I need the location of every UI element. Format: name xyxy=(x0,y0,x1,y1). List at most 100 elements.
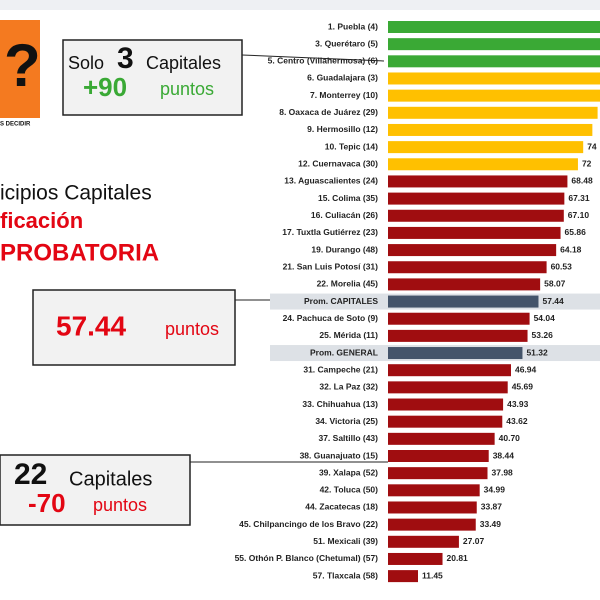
value-label: 33.87 xyxy=(481,502,503,512)
category-label: 19. Durango (48) xyxy=(311,244,378,254)
category-label: 12. Cuernavaca (30) xyxy=(298,159,378,169)
bar xyxy=(388,432,495,445)
category-label: 24. Pachuca de Soto (9) xyxy=(283,313,379,323)
category-label: 45. Chilpancingo de los Bravo (22) xyxy=(239,519,378,529)
bar xyxy=(388,226,561,239)
bar xyxy=(388,501,477,514)
bar xyxy=(388,364,511,377)
bar xyxy=(388,570,418,583)
category-label: 16. Culiacán (26) xyxy=(311,210,378,220)
bar xyxy=(388,175,568,188)
category-label: 10. Tepic (14) xyxy=(325,141,378,151)
bar xyxy=(388,278,541,291)
bar xyxy=(388,381,508,394)
category-label: 51. Mexicali (39) xyxy=(313,536,378,546)
bar xyxy=(388,467,488,480)
value-label: 40.70 xyxy=(499,433,521,443)
value-label: 33.49 xyxy=(480,519,502,529)
value-label: 34.99 xyxy=(484,485,506,495)
value-label: 45.69 xyxy=(512,382,534,392)
bar xyxy=(388,209,564,222)
category-label: 6. Guadalajara (3) xyxy=(307,73,378,83)
category-label: 37. Saltillo (43) xyxy=(318,433,378,443)
value-label: 74 xyxy=(587,141,597,151)
bar-chart: 1. Puebla (4) 3. Querétaro (5) 5. Centro (… xyxy=(235,21,600,583)
category-label: 7. Monterrey (10) xyxy=(310,90,378,100)
value-label: 60.53 xyxy=(551,261,573,271)
category-label: 42. Toluca (50) xyxy=(320,485,379,495)
category-label: 39. Xalapa (52) xyxy=(319,467,378,477)
bar xyxy=(388,312,530,325)
category-label: 33. Chihuahua (13) xyxy=(302,399,378,409)
bar xyxy=(388,192,565,205)
value-label: 38.44 xyxy=(493,450,515,460)
value-label: 67.10 xyxy=(568,210,590,220)
bar xyxy=(388,484,480,497)
bar xyxy=(388,398,504,411)
value-label: 43.62 xyxy=(506,416,528,426)
bar xyxy=(388,89,600,102)
top-strip xyxy=(0,0,600,10)
callout-number: 22 xyxy=(14,458,47,491)
callout-text: Capitales xyxy=(69,468,152,490)
callout-text: Capitales xyxy=(146,53,221,73)
value-label: 68.48 xyxy=(571,176,593,186)
value-label: 64.18 xyxy=(560,244,582,254)
bar xyxy=(388,38,600,51)
value-label: 67.31 xyxy=(568,193,590,203)
bar xyxy=(388,72,600,85)
bar xyxy=(388,552,443,565)
callout-box xyxy=(32,289,236,366)
value-label: 54.04 xyxy=(534,313,556,323)
callout-box xyxy=(0,454,191,526)
category-label: Prom. CAPITALES xyxy=(304,296,378,306)
callout-number: 3 xyxy=(117,42,134,75)
value-label: 65.86 xyxy=(565,227,587,237)
bar xyxy=(388,158,578,171)
category-label: 15. Colima (35) xyxy=(318,193,378,203)
bar xyxy=(388,106,598,119)
value-label: 43.93 xyxy=(507,399,529,409)
value-label: 27.07 xyxy=(463,536,485,546)
bar xyxy=(388,55,600,68)
callout-delta: -70 xyxy=(28,488,66,518)
bar xyxy=(388,295,539,308)
category-label: 17. Tuxtla Gutiérrez (23) xyxy=(282,227,378,237)
value-label: 58.07 xyxy=(544,279,566,289)
bar xyxy=(388,329,528,342)
callout-unit: puntos xyxy=(93,495,147,515)
category-label: 1. Puebla (4) xyxy=(328,21,378,31)
category-label: 25. Mérida (11) xyxy=(319,330,378,340)
callout-unit: puntos xyxy=(160,79,214,99)
value-label: 53.26 xyxy=(532,330,554,340)
value-label: 46.94 xyxy=(515,364,537,374)
logo-mark: ? xyxy=(4,32,41,99)
category-label: 22. Morelia (45) xyxy=(317,279,379,289)
bar xyxy=(388,123,593,136)
bar xyxy=(388,347,523,360)
category-label: 5. Centro (Villahermosa) (6) xyxy=(268,56,379,66)
logo-text: S DECIDIR xyxy=(0,122,31,128)
callout-box xyxy=(62,39,243,116)
value-label: 11.45 xyxy=(422,570,443,580)
category-label: 32. La Paz (32) xyxy=(319,382,378,392)
category-label: 13. Aguascalientes (24) xyxy=(284,176,378,186)
category-label: 31. Campeche (21) xyxy=(303,364,378,374)
value-label: 72 xyxy=(582,159,592,169)
category-label: 3. Querétaro (5) xyxy=(315,38,378,48)
callout-delta: +90 xyxy=(83,72,127,102)
callout-unit: puntos xyxy=(165,319,219,339)
category-label: 44. Zacatecas (18) xyxy=(305,502,378,512)
category-label: 55. Othón P. Blanco (Chetumal) (57) xyxy=(235,553,379,563)
bar xyxy=(388,518,476,531)
value-label: 57.44 xyxy=(542,296,564,306)
category-label: Prom. GENERAL xyxy=(310,347,378,357)
headline: PROBATORIA xyxy=(0,239,159,266)
bar xyxy=(388,535,459,548)
category-label: 34. Victoria (25) xyxy=(315,416,378,426)
value-label: 20.81 xyxy=(447,553,469,563)
bar xyxy=(388,21,600,33)
headline: ficación xyxy=(0,208,83,233)
connector xyxy=(241,54,385,62)
